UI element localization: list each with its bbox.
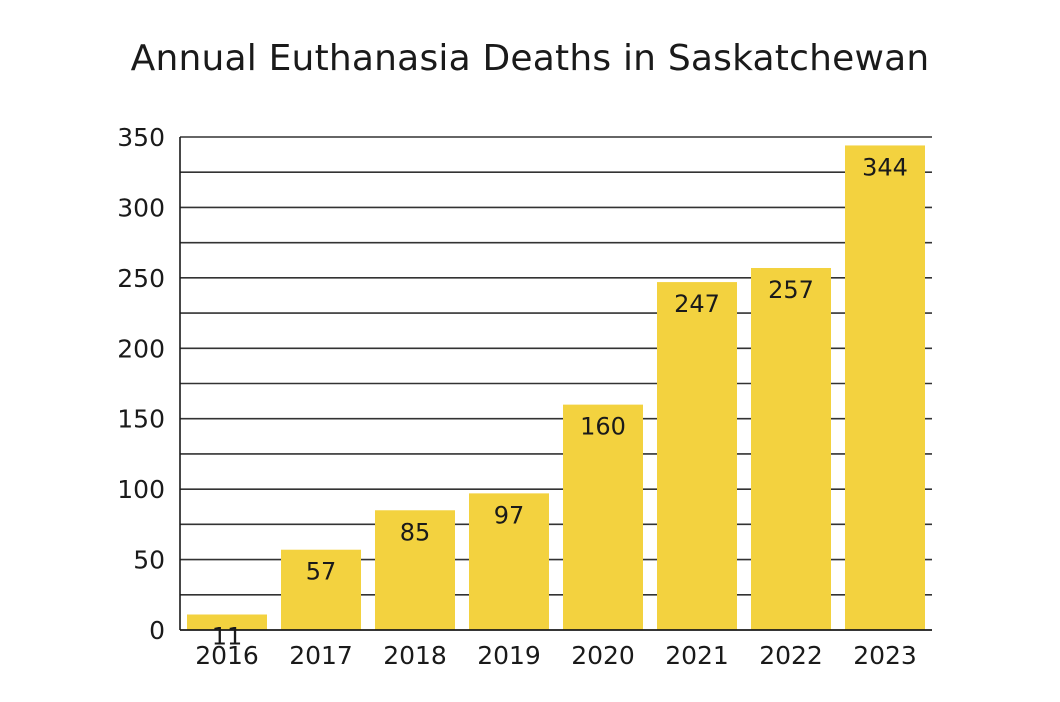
data-label-2022: 257 xyxy=(768,276,814,304)
x-tick-label-2020: 2020 xyxy=(571,641,635,670)
data-label-2019: 97 xyxy=(494,501,525,529)
y-tick-label-350: 350 xyxy=(117,123,165,152)
x-tick-labels: 2016 2017 2018 2019 2020 2021 2022 2023 xyxy=(195,641,917,670)
bar-2016 xyxy=(187,614,267,630)
data-label-2016: 11 xyxy=(212,623,243,651)
data-label-2020: 160 xyxy=(580,413,626,441)
x-tick-label-2016: 2016 xyxy=(195,641,259,670)
y-tick-label-150: 150 xyxy=(117,405,165,434)
x-tick-label-2018: 2018 xyxy=(383,641,447,670)
y-tick-label-200: 200 xyxy=(117,334,165,363)
data-label-2021: 247 xyxy=(674,290,720,318)
x-tick-label-2023: 2023 xyxy=(853,641,917,670)
x-tick-label-2022: 2022 xyxy=(759,641,823,670)
bar-2017 xyxy=(281,549,361,630)
y-tick-labels: 0 50 100 150 200 250 300 350 xyxy=(117,123,165,645)
data-label-2017: 57 xyxy=(306,558,337,586)
x-tick-label-2019: 2019 xyxy=(477,641,541,670)
bar-2021 xyxy=(657,282,737,630)
bars xyxy=(187,145,925,631)
y-tick-label-100: 100 xyxy=(117,475,165,504)
chart-title: Annual Euthanasia Deaths in Saskatchewan xyxy=(130,38,930,79)
bar-2023 xyxy=(845,145,925,631)
data-label-2023: 344 xyxy=(862,153,908,181)
y-tick-label-0: 0 xyxy=(149,616,165,645)
bar-2019 xyxy=(469,493,549,630)
data-label-2018: 85 xyxy=(400,518,431,546)
axes xyxy=(179,137,932,631)
data-labels: 11 57 85 97 160 247 257 344 xyxy=(212,153,908,650)
y-tick-label-50: 50 xyxy=(133,546,165,575)
x-tick-label-2017: 2017 xyxy=(289,641,353,670)
y-tick-label-300: 300 xyxy=(117,193,165,222)
x-tick-label-2021: 2021 xyxy=(665,641,729,670)
bar-2022 xyxy=(751,267,831,630)
bar-2018 xyxy=(375,510,455,630)
bar-2020 xyxy=(563,404,643,630)
y-tick-label-250: 250 xyxy=(117,264,165,293)
